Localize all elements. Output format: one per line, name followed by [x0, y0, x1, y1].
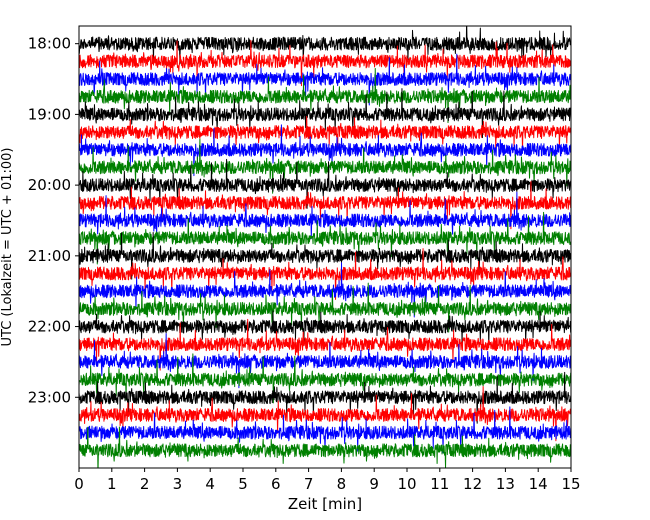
trace-line-2045	[79, 211, 571, 265]
x-tick-label: 6	[271, 475, 281, 493]
x-tick-label: 2	[140, 475, 150, 493]
y-tick-label: 22:00	[28, 318, 71, 336]
y-axis-ticks: 18:00 19:00 20:00 21:00 22:00 23:00	[28, 35, 79, 406]
x-axis-ticks: 0 1 2 3 4 5 6 7 8 9 10 11 12 13 14 15	[74, 468, 581, 493]
x-tick-label: 4	[205, 475, 215, 493]
x-tick-label: 14	[529, 475, 548, 493]
x-tick-label: 3	[173, 475, 183, 493]
trace-line-2145	[79, 282, 571, 333]
x-tick-label: 5	[238, 475, 248, 493]
trace-line-1815	[79, 40, 571, 87]
trace-line-2100	[79, 232, 571, 280]
x-tick-label: 15	[561, 475, 580, 493]
trace-line-2345	[79, 426, 571, 468]
x-tick-label: 0	[74, 475, 84, 493]
trace-line-2245	[79, 353, 571, 404]
x-tick-label: 1	[107, 475, 117, 493]
trace-line-1900	[79, 88, 571, 139]
plot-frame	[78, 25, 572, 469]
trace-line-1945	[79, 138, 571, 194]
trace-line-2300	[79, 371, 571, 424]
x-tick-label: 7	[304, 475, 314, 493]
trace-line-2015	[79, 180, 571, 230]
trace-line-1930	[79, 124, 571, 177]
trace-line-1845	[79, 67, 571, 124]
trace-line-2315	[79, 386, 571, 442]
x-axis-label: Zeit [min]	[288, 495, 362, 513]
y-axis-label: UTC (Lokalzeit = UTC + 01:00)	[0, 148, 15, 347]
trace-line-2215	[79, 318, 571, 371]
trace-line-2200	[79, 310, 571, 347]
trace-line-2230	[79, 333, 571, 389]
x-tick-label: 11	[430, 475, 449, 493]
x-tick-label: 13	[496, 475, 515, 493]
trace-line-1800	[79, 26, 571, 65]
y-tick-label: 20:00	[28, 176, 71, 194]
x-tick-label: 10	[397, 475, 416, 493]
trace-line-2000	[79, 158, 571, 209]
trace-line-1915	[79, 115, 571, 152]
seismogram-traces	[79, 26, 571, 468]
x-tick-label: 12	[463, 475, 482, 493]
y-tick-label: 23:00	[28, 388, 71, 406]
trace-line-2030	[79, 191, 571, 240]
trace-line-2130	[79, 262, 571, 318]
trace-line-1830	[79, 53, 571, 106]
y-tick-label: 19:00	[28, 105, 71, 123]
x-tick-label: 8	[337, 475, 347, 493]
x-tick-label: 9	[369, 475, 379, 493]
y-tick-label: 21:00	[28, 247, 71, 265]
trace-line-2115	[79, 248, 571, 300]
y-tick-label: 18:00	[28, 35, 71, 53]
